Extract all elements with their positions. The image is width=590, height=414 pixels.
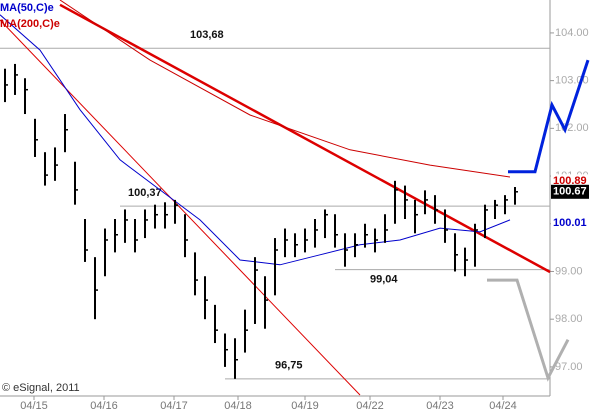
x-tick-label: 04/23 <box>426 400 454 412</box>
legend-entry: MA(50,C)e <box>0 2 54 14</box>
trendline <box>0 19 361 396</box>
x-tick-label: 04/24 <box>489 400 517 412</box>
x-tick-label: 04/18 <box>224 400 252 412</box>
x-tick-label: 04/17 <box>160 400 188 412</box>
last-value-label: 100.89 <box>553 175 587 187</box>
x-tick-label: 04/19 <box>291 400 319 412</box>
source-note: © eSignal, 2011 <box>2 382 80 394</box>
level-label: 100,37 <box>128 187 162 199</box>
level-label: 99,04 <box>370 273 398 285</box>
y-tick-label: 102.00 <box>555 122 589 134</box>
projection-line <box>508 59 590 174</box>
y-tick-label: 99.00 <box>555 265 583 277</box>
y-tick-label: 98.00 <box>555 313 583 325</box>
projection-line <box>487 278 570 382</box>
y-tick-label: 104.00 <box>555 27 589 39</box>
moving-average <box>0 14 511 266</box>
last-value-label: 100.01 <box>553 217 587 229</box>
level-label: 96,75 <box>275 360 303 372</box>
last-value-box <box>551 216 589 231</box>
trendline <box>59 3 551 274</box>
last-value-box <box>551 184 589 199</box>
y-tick-label: 97.00 <box>555 361 583 373</box>
last-value-label: 100.67 <box>553 186 587 198</box>
moving-average <box>59 0 511 178</box>
x-tick-label: 04/22 <box>356 400 384 412</box>
x-tick-label: 04/15 <box>20 400 48 412</box>
x-tick-label: 04/16 <box>90 400 118 412</box>
legend-entry: MA(200,C)e <box>0 18 60 30</box>
level-label: 103,68 <box>190 29 224 41</box>
